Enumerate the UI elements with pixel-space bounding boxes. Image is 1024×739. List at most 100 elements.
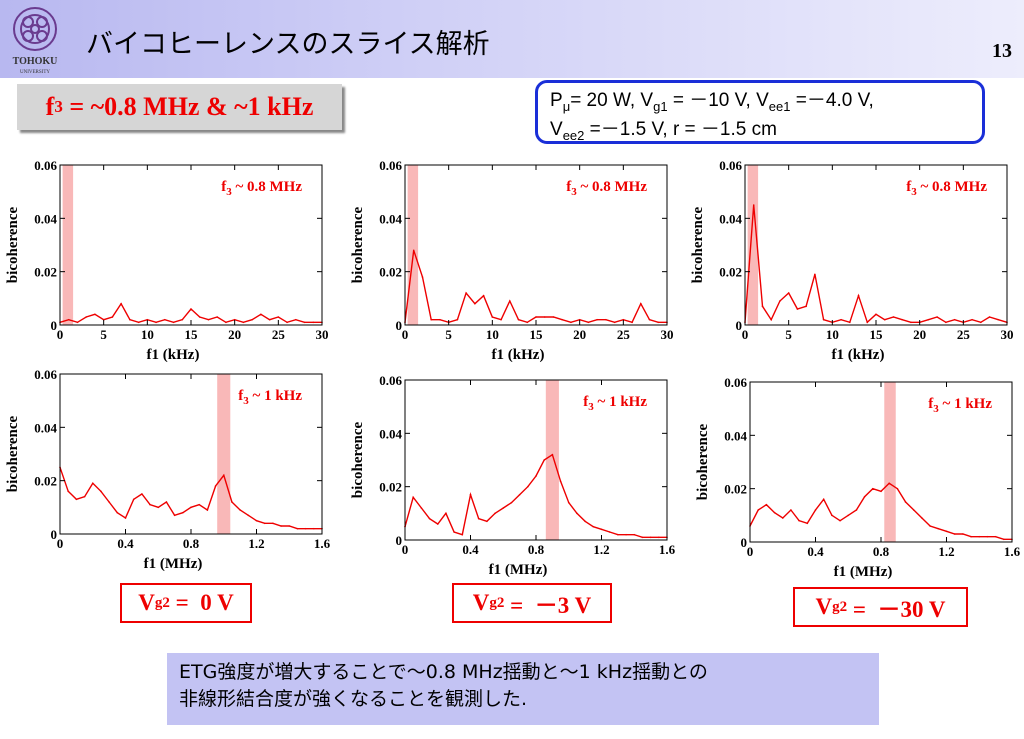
- y-tick-label: 0.06: [379, 373, 402, 388]
- data-point: [761, 305, 764, 308]
- data-point: [980, 321, 982, 324]
- annotation-sub: 3: [933, 403, 939, 415]
- data-point: [164, 318, 166, 321]
- annotation-rest: ~ 0.8 MHz: [232, 179, 303, 195]
- x-tick-label: 10: [486, 327, 499, 342]
- y-tick-label: 0: [741, 535, 748, 550]
- data-point: [190, 308, 192, 310]
- data-point: [75, 498, 78, 501]
- y-tick-label: 0: [736, 318, 743, 333]
- data-point: [757, 509, 759, 511]
- data-point: [477, 517, 480, 520]
- data-point: [596, 318, 598, 321]
- data-point: [303, 321, 306, 324]
- data-point: [67, 490, 69, 493]
- series-line: [59, 302, 322, 324]
- x-tick-label: 0: [57, 536, 64, 551]
- data-point: [849, 321, 851, 324]
- data-point: [242, 321, 245, 324]
- data-point: [831, 514, 833, 517]
- data-point: [953, 318, 956, 321]
- data-point: [207, 318, 210, 321]
- y-tick-label: 0.04: [34, 420, 57, 435]
- y-tick-label: 0.02: [379, 265, 402, 280]
- data-point: [997, 318, 1000, 321]
- data-point: [814, 273, 816, 276]
- data-point: [779, 300, 781, 302]
- x-axis-label: f1 (kHz): [832, 347, 885, 363]
- data-point: [526, 321, 529, 324]
- data-point: [806, 522, 809, 525]
- y-tick-label: 0.02: [719, 265, 742, 280]
- data-point: [912, 509, 915, 511]
- highlight-band: [62, 165, 74, 325]
- x-axis-label: f1 (kHz): [492, 347, 545, 363]
- x-tick-label: 0.8: [528, 542, 545, 557]
- x-tick-label: 25: [272, 327, 286, 342]
- x-tick-label: 1.2: [938, 544, 954, 559]
- chart-bottom-middle: 0 0.4 0.8 1.2 1.6 0 0.02 0.04 0.06 f1 (MHz) bicohe…: [350, 373, 676, 578]
- data-point: [657, 321, 660, 324]
- data-point: [971, 318, 973, 321]
- data-point: [587, 321, 590, 324]
- y-tick-label: 0: [396, 318, 403, 333]
- logo-text: TOHOKU: [13, 56, 58, 67]
- data-point: [937, 527, 940, 530]
- data-point: [155, 321, 157, 324]
- data-point: [181, 318, 184, 321]
- annotation-sub: 3: [571, 186, 577, 198]
- data-point: [822, 318, 825, 321]
- data-point: [888, 482, 890, 485]
- slide-header: [0, 0, 1024, 78]
- vg-value: = 0 V: [169, 590, 234, 615]
- data-point: [141, 493, 143, 495]
- data-point: [509, 300, 511, 302]
- logo-subtext: UNIVERSITY: [20, 70, 50, 75]
- data-point: [137, 321, 140, 324]
- x-tick-label: 20: [913, 327, 926, 342]
- y-tick-label: 0.06: [379, 158, 402, 173]
- data-point: [641, 536, 644, 539]
- data-point: [474, 302, 476, 305]
- x-tick-label: 5: [100, 327, 107, 342]
- data-point: [988, 316, 991, 318]
- x-tick-label: 0.8: [183, 536, 200, 551]
- data-point: [570, 321, 572, 324]
- data-point: [436, 523, 439, 525]
- data-point: [288, 525, 291, 527]
- data-point: [929, 525, 931, 527]
- data-point: [875, 313, 877, 316]
- data-point: [649, 536, 652, 539]
- x-tick-label: 0.4: [462, 542, 479, 557]
- data-point: [752, 204, 755, 206]
- band-annotation: f3 ~ 0.8 MHz: [906, 179, 987, 198]
- data-point: [239, 509, 241, 511]
- annotation-rest: ~ 1 kHz: [249, 388, 303, 404]
- data-point: [491, 316, 494, 318]
- param-subscript: ee2: [562, 127, 585, 143]
- vg-base: V: [815, 594, 833, 619]
- data-point: [798, 519, 800, 522]
- chart-top-left: 0 5 10 15 20 25 30 0 0.02 0.04 0.06 f1 (kHz) bicoher…: [5, 158, 329, 363]
- y-tick-label: 0.06: [724, 375, 747, 390]
- data-point: [978, 535, 981, 538]
- data-point: [552, 316, 555, 318]
- data-point: [456, 318, 459, 321]
- data-point: [814, 509, 817, 511]
- x-tick-label: 20: [228, 327, 241, 342]
- highlight-band: [545, 380, 559, 540]
- data-point: [116, 511, 119, 514]
- y-tick-label: 0.02: [379, 480, 402, 495]
- y-tick-label: 0.04: [379, 426, 402, 441]
- data-point: [600, 528, 603, 531]
- annotation-sub: 3: [243, 395, 249, 407]
- data-point: [863, 495, 866, 498]
- data-point: [465, 292, 467, 294]
- annotation-rest: ~ 0.8 MHz: [917, 179, 988, 195]
- x-axis-label: f1 (MHz): [489, 562, 548, 578]
- data-point: [430, 318, 432, 321]
- param-text: V: [550, 118, 563, 140]
- tohoku-university-logo: TOHOKU UNIVERSITY: [13, 7, 58, 75]
- y-axis-label: bicoherence: [5, 206, 21, 283]
- data-point: [880, 490, 882, 493]
